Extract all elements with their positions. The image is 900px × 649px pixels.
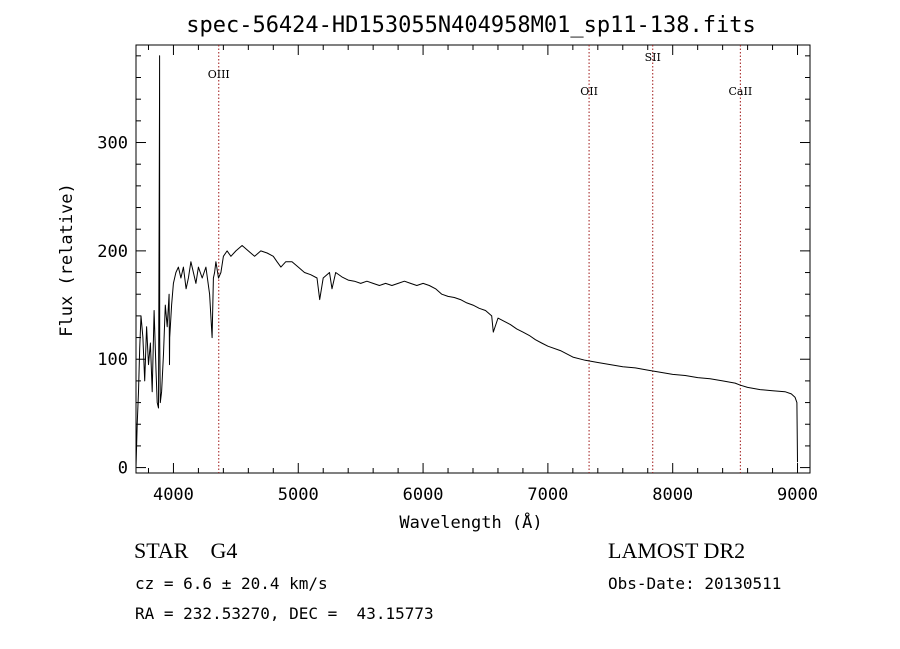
class-label: STAR G4 bbox=[134, 538, 238, 563]
y-tick-label-200: 200 bbox=[97, 242, 128, 262]
y-axis-ticks: 0 100 200 300 bbox=[97, 55, 810, 479]
marker-label-sii: SII bbox=[645, 51, 661, 64]
x-tick-label-8000: 8000 bbox=[652, 485, 693, 505]
survey-label: LAMOST DR2 bbox=[608, 538, 746, 563]
coordinates-label: RA = 232.53270, DEC = 43.15773 bbox=[135, 604, 434, 623]
marker-label-oiii: OIII bbox=[208, 68, 230, 81]
x-tick-label-5000: 5000 bbox=[278, 485, 319, 505]
x-tick-label-9000: 9000 bbox=[777, 485, 818, 505]
line-markers: OIII OII SII CaII bbox=[208, 45, 752, 473]
obs-date-label: Obs-Date: 20130511 bbox=[608, 574, 782, 593]
marker-label-oii: OII bbox=[580, 85, 598, 98]
series-line-0 bbox=[135, 55, 798, 468]
y-tick-label-100: 100 bbox=[97, 350, 128, 370]
redshift-label: cz = 6.6 ± 20.4 km/s bbox=[135, 574, 328, 593]
marker-label-caii: CaII bbox=[729, 85, 753, 98]
series-group bbox=[135, 55, 798, 468]
plot-frame bbox=[135, 44, 811, 474]
y-axis-label: Flux (relative) bbox=[57, 183, 77, 337]
y-tick-label-300: 300 bbox=[97, 134, 128, 154]
x-tick-label-4000: 4000 bbox=[153, 485, 194, 505]
x-tick-label-6000: 6000 bbox=[403, 485, 444, 505]
chart-title: spec-56424-HD153055N404958M01_sp11-138.f… bbox=[186, 13, 756, 38]
x-tick-label-7000: 7000 bbox=[527, 485, 568, 505]
x-axis-ticks: 4000 5000 6000 7000 8000 9000 bbox=[147, 45, 818, 505]
x-axis-label: Wavelength (Å) bbox=[399, 511, 542, 533]
y-tick-label-0: 0 bbox=[118, 459, 128, 479]
